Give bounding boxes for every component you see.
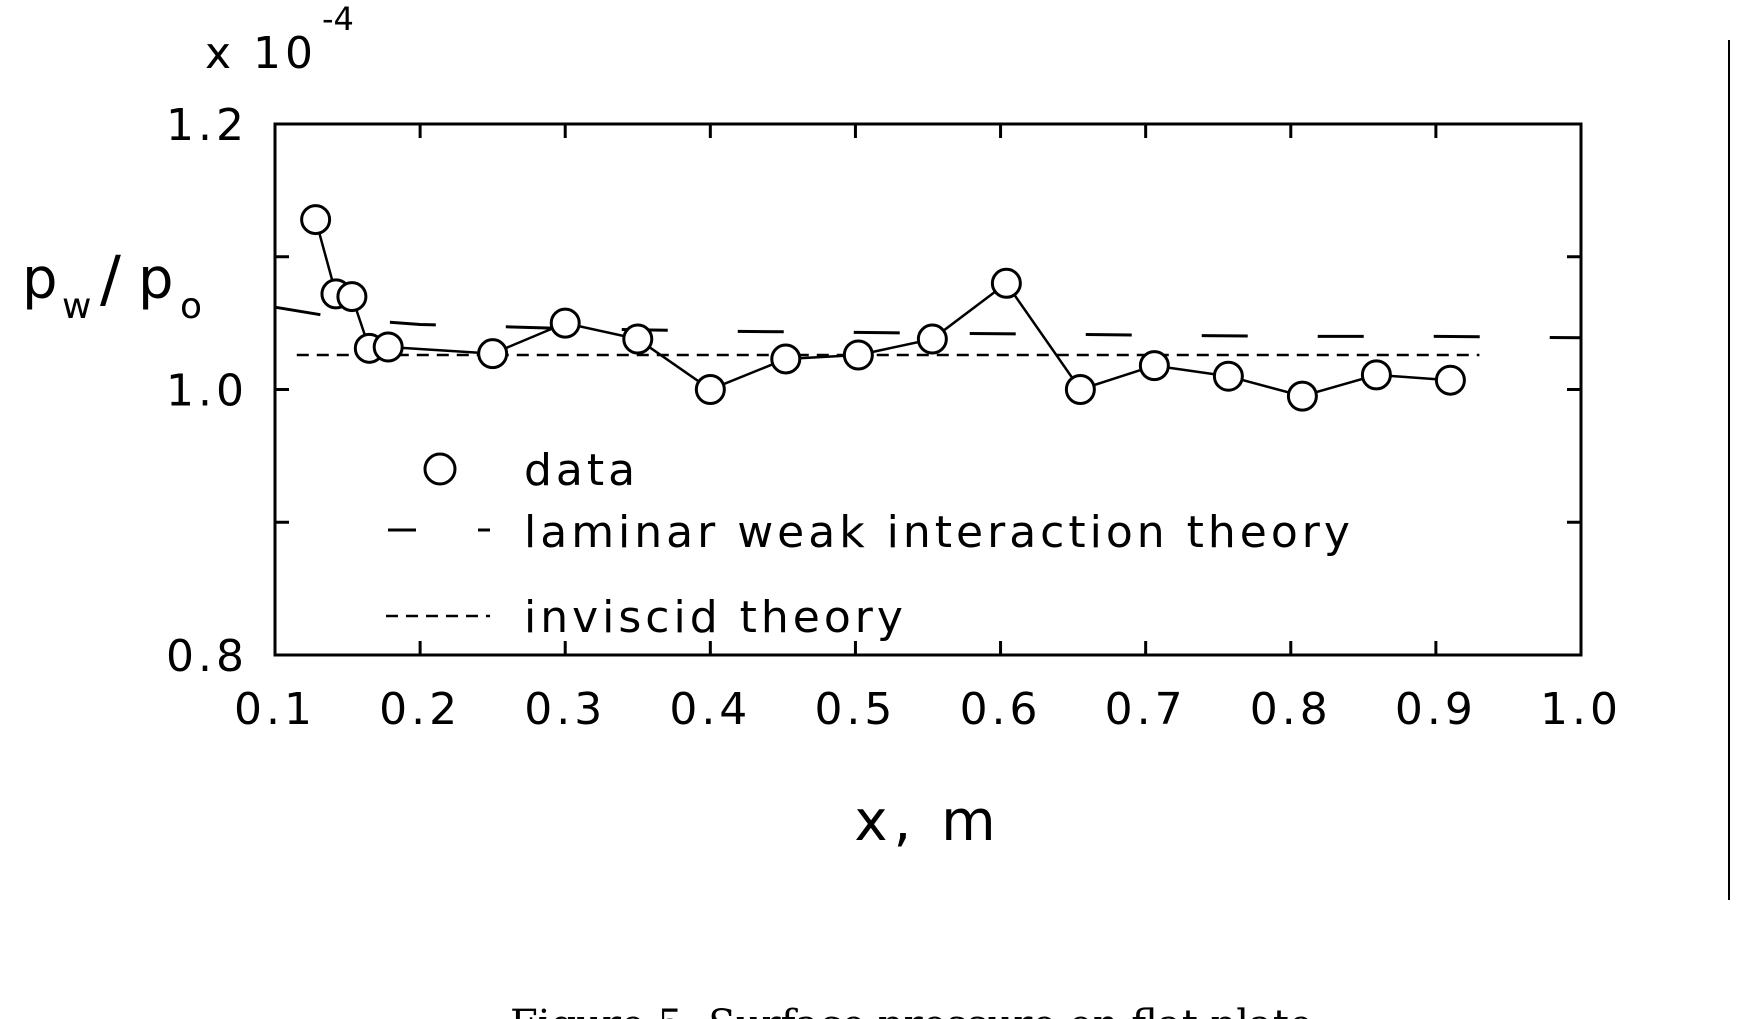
- y-label-sub-o: o: [180, 286, 202, 327]
- y-multiplier-exponent: -4: [322, 0, 354, 38]
- x-tick-label: 0.4: [669, 684, 751, 735]
- data-point: [1138, 350, 1170, 382]
- x-axis-ticks: [273, 124, 1583, 655]
- data-point: [842, 339, 874, 371]
- x-axis-tick-labels: 0.1 0.2 0.3 0.4 0.5 0.6 0.7 0.8 0.9 1.0: [234, 684, 1622, 735]
- y-tick-label: 1.2: [166, 100, 248, 151]
- data-point: [336, 281, 368, 313]
- legend-label-data: data: [524, 445, 639, 496]
- data-point: [300, 204, 332, 236]
- data-point: [1360, 359, 1392, 391]
- legend-label-laminar: laminar weak interaction theory: [524, 507, 1354, 558]
- y-tick-label: 0.8: [166, 631, 248, 682]
- x-axis-title: x, m: [854, 789, 1001, 854]
- data-point: [477, 338, 509, 370]
- y-axis-tick-labels: 0.8 1.0 1.2: [166, 100, 248, 682]
- data-point: [1286, 380, 1318, 412]
- y-label-slash: /: [100, 242, 121, 315]
- y-label-p1: p: [22, 247, 58, 312]
- data-point: [622, 323, 654, 355]
- legend-symbol-data: [423, 452, 457, 486]
- data-point: [694, 374, 726, 405]
- data-point: [916, 323, 948, 355]
- legend: data laminar weak interaction theory inv…: [386, 445, 1354, 643]
- y-axis-label: p w / p o: [22, 242, 202, 327]
- x-tick-label: 0.5: [814, 684, 896, 735]
- y-label-p2: p: [138, 247, 174, 312]
- figure-caption: Figure 5. Surface pressure on flat plate: [510, 1002, 1313, 1019]
- x-tick-label: 0.8: [1250, 684, 1332, 735]
- x-tick-label: 1.0: [1540, 684, 1622, 735]
- legend-label-inviscid: inviscid theory: [524, 592, 907, 643]
- y-multiplier: x 10 -4: [205, 0, 354, 79]
- y-axis-ticks: [275, 122, 1581, 657]
- data-point: [990, 267, 1022, 299]
- y-label-sub-w: w: [62, 286, 91, 327]
- data-point: [549, 307, 581, 339]
- x-tick-label: 0.9: [1395, 684, 1477, 735]
- x-tick-label: 0.2: [379, 684, 461, 735]
- plot-frame: [273, 122, 1583, 657]
- y-multiplier-base: x 10: [205, 28, 317, 79]
- series-laminar-line: [274, 305, 1582, 340]
- series-layer: [274, 204, 1582, 412]
- data-point: [1064, 374, 1096, 405]
- data-point: [770, 343, 802, 375]
- data-point: [1212, 360, 1244, 392]
- y-tick-label: 1.0: [166, 366, 248, 417]
- data-point: [1434, 364, 1466, 396]
- x-tick-label: 0.3: [524, 684, 606, 735]
- x-tick-label: 0.6: [960, 684, 1042, 735]
- x-tick-label: 0.1: [234, 684, 316, 735]
- data-point: [372, 331, 404, 363]
- x-tick-label: 0.7: [1105, 684, 1187, 735]
- series-data-line: [314, 219, 1451, 398]
